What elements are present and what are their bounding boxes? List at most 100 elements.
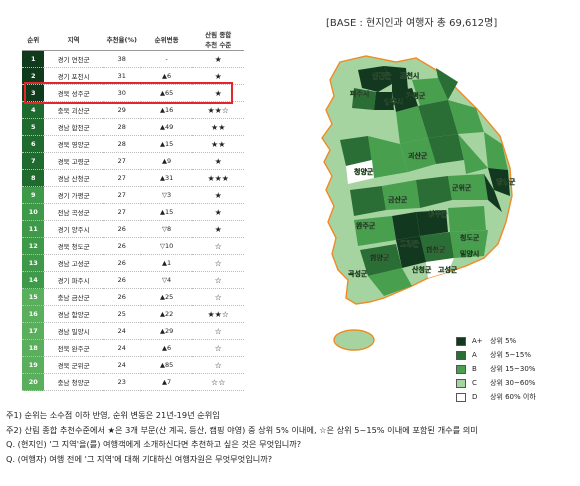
region-cell: 경북 청도군 (44, 237, 103, 255)
region-cell: 충북 괴산군 (44, 101, 103, 119)
stars-cell: ☆ (192, 271, 244, 289)
rate-cell: 26 (102, 271, 141, 289)
table-row: 1 경기 연천군 38- ★ (22, 50, 244, 68)
rank-cell: 16 (22, 305, 45, 323)
map-region-label: 파주시 (350, 89, 369, 98)
map-region-label: 포천시 (400, 71, 419, 80)
table-row: 5 경남 합천군 28 ▲49 ★★ (22, 118, 244, 136)
legend-swatch (456, 336, 466, 346)
map-region-label: 성주군 (428, 209, 448, 218)
rate-cell: 38 (102, 50, 141, 68)
table-row: 7 경북 고령군 27 ▲9 ★ (22, 152, 244, 170)
note-4: Q. (여행자) 여행 전에 '그 지역'에 대해 기대하신 여행자원은 무엇무… (6, 453, 273, 464)
rate-cell: 28 (102, 118, 141, 136)
rate-cell: 26 (102, 237, 141, 255)
rate-cell: 25 (102, 305, 141, 323)
table-row: 10 전남 곡성군 27 ▲15 ★ (22, 203, 244, 221)
map-region-label: 함양군 (370, 253, 390, 262)
rank-cell: 12 (22, 237, 45, 255)
legend-label: 상위 5% (490, 337, 517, 345)
stars-cell: ☆ (192, 254, 244, 272)
region-cell: 경남 밀양시 (44, 322, 103, 340)
map-region-label: 괴산군 (408, 151, 428, 160)
rank-cell: 10 (22, 203, 45, 221)
stars-cell: ☆☆ (192, 373, 244, 391)
stars-cell: ★★☆ (192, 305, 244, 323)
change-cell: ▽3 (140, 186, 193, 204)
table-row: 11 경기 양주시 26 ▽8 ★ (22, 220, 244, 238)
map-region-label: 산청군 (412, 265, 432, 274)
region-cell: 전북 완주군 (44, 339, 103, 357)
stars-cell: ☆ (192, 322, 244, 340)
change-cell: ▲6 (140, 339, 193, 357)
map-region-label: 연천군 (372, 71, 392, 80)
legend-label: 상위 30~60% (490, 379, 536, 387)
region-cell: 충남 청양군 (44, 373, 103, 391)
rate-cell: 24 (102, 356, 141, 374)
stars-cell: ☆ (192, 356, 244, 374)
region-cell: 전남 곡성군 (44, 203, 103, 221)
rate-cell: 23 (102, 373, 141, 391)
map-legend: A+ 상위 5% A 상위 5~15% B 상위 15~30% C 상위 30~60% D 상위 … (456, 334, 536, 404)
rank-cell: 1 (22, 50, 45, 68)
map-region-label: 가평군 (406, 91, 426, 100)
region-cell: 경남 합천군 (44, 118, 103, 136)
region-cell: 경기 포천시 (44, 67, 103, 85)
rate-cell: 27 (102, 152, 141, 170)
table-row: 4 충북 괴산군 29 ▲16 ★★☆ (22, 101, 244, 119)
base-label: [BASE : 현지인과 여행자 총 69,612명] (326, 18, 498, 29)
stars-cell: ★ (192, 220, 244, 238)
table-header-cell: 지역 (44, 28, 103, 51)
table-row: 2 경기 포천시 31 ▲6 ★ (22, 67, 244, 85)
map-region-label: 청도군 (460, 233, 480, 242)
map-region-label: 고성군 (438, 265, 458, 274)
legend-item: C 상위 30~60% (456, 376, 536, 390)
table-row: 12 경북 청도군 26 ▽10 ☆ (22, 237, 244, 255)
note-3: Q. (현지인) '그 지역'을(를) 여행객에게 소개하신다면 추천하고 싶은… (6, 439, 302, 449)
change-cell: ▲65 (140, 84, 193, 102)
change-cell: ▲15 (140, 203, 193, 221)
highlight-box (24, 82, 233, 104)
stars-cell: ☆ (192, 237, 244, 255)
table-row: 8 경남 산청군 27 ▲31 ★★★ (22, 169, 244, 187)
stars-cell: ☆ (192, 288, 244, 306)
change-cell: ▲7 (140, 373, 193, 391)
rate-cell: 24 (102, 322, 141, 340)
change-cell: ▲49 (140, 118, 193, 136)
stars-cell: ★ (192, 67, 244, 85)
rate-cell: 24 (102, 339, 141, 357)
legend-item: A+ 상위 5% (456, 334, 536, 348)
table-row: 19 경북 군위군 24 ▲85 ☆ (22, 356, 244, 374)
table-header-cell: 산림 종합 추천 수준 (192, 28, 244, 51)
region-cell: 경북 성주군 (44, 84, 103, 102)
map-region-label: 합천군 (426, 245, 446, 254)
rank-cell: 9 (22, 186, 45, 204)
legend-item: D 상위 60% 이하 (456, 390, 536, 404)
region-cell: 경남 고성군 (44, 254, 103, 272)
table-header-cell: 순위변동 (140, 28, 193, 51)
table-row: 16 경남 함양군 25 ▲22 ★★☆ (22, 305, 244, 323)
change-cell: ▽10 (140, 237, 193, 255)
legend-code: B (472, 365, 477, 373)
change-cell: ▽8 (140, 220, 193, 238)
change-cell: ▲9 (140, 152, 193, 170)
rank-cell: 8 (22, 169, 45, 187)
table-header-row: 순위 지역 추천율(%) 순위변동 산림 종합 추천 수준 (22, 28, 244, 51)
rate-cell: 31 (102, 67, 141, 85)
legend-swatch (456, 378, 466, 388)
rank-cell: 13 (22, 254, 45, 272)
table-body: 1 경기 연천군 38- ★ 2 경기 포천시 31 ▲6 ★ 3 경북 성주군 30 ▲65 ★ 4 충북 … (22, 50, 244, 391)
table-row: 3 경북 성주군 30 ▲65 ★ (22, 84, 244, 102)
legend-code: C (472, 379, 477, 387)
legend-code: A+ (472, 337, 483, 345)
stars-cell: ☆ (192, 339, 244, 357)
legend-item: B 상위 15~30% (456, 362, 536, 376)
stars-cell: ★ (192, 203, 244, 221)
note-2: 주2) 산림 종합 추천수준에서 ★은 3개 부문(산 계곡, 등산, 캠핑 야… (6, 424, 478, 435)
region-cell: 경기 파주시 (44, 271, 103, 289)
stars-cell: ★★☆ (192, 101, 244, 119)
note-1: 주1) 순위는 소수점 이하 반영, 순위 변동은 21년-19년 순위임 (6, 410, 220, 420)
rank-cell: 11 (22, 220, 45, 238)
